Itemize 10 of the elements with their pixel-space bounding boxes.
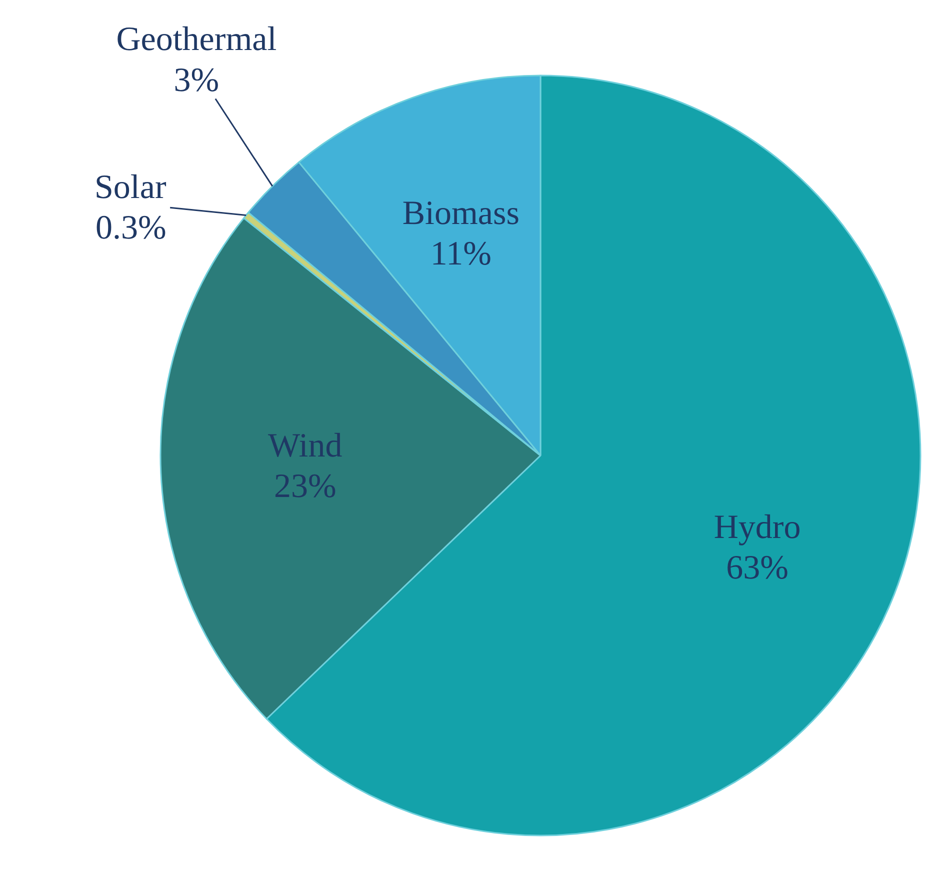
data-label: 0.3% <box>95 210 166 247</box>
data-label: 23% <box>274 468 336 506</box>
slice-label: Geothermal <box>116 21 277 58</box>
slice-label: Hydro <box>714 508 801 546</box>
slice-label: Biomass <box>402 194 520 232</box>
slice-label: Wind <box>268 427 342 464</box>
data-label: 63% <box>726 550 788 587</box>
data-label: 3% <box>174 62 220 99</box>
data-label: 11% <box>430 236 492 273</box>
slice-label: Solar <box>94 168 167 206</box>
